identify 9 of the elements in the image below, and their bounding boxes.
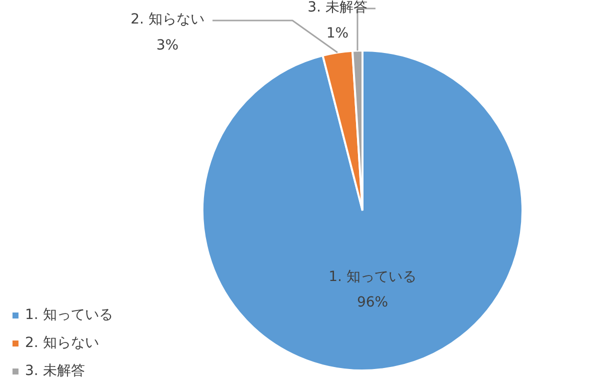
- data-label: 96%: [356, 294, 388, 311]
- data-label: 1%: [326, 25, 349, 42]
- legend-label: 3. 未解答: [25, 362, 85, 380]
- slice-label: 1. 知っている: [328, 269, 416, 286]
- legend-label: 2. 知らない: [25, 334, 99, 352]
- slice-label: 2. 知らない: [130, 12, 204, 28]
- slice-label: 3. 未解答: [308, 0, 368, 16]
- legend-label: 1. 知っている: [25, 306, 113, 324]
- data-label: 3%: [156, 37, 179, 54]
